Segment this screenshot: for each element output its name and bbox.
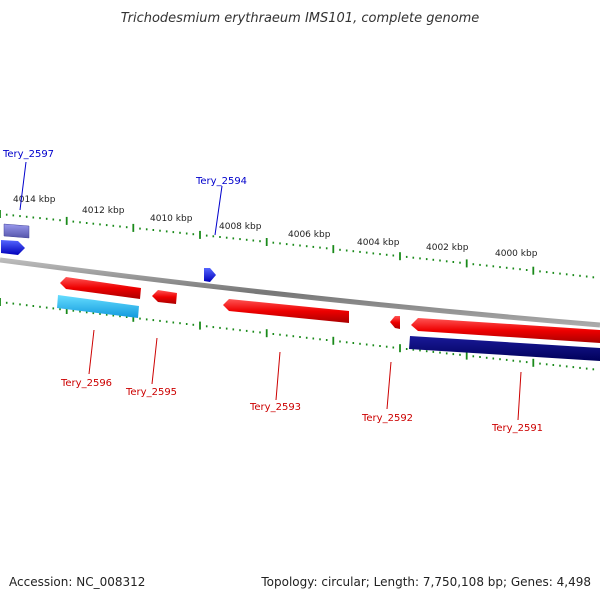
scale-label-4008: 4008 kbp <box>219 222 262 232</box>
gene-label-tery-2596[interactable]: Tery_2596 <box>60 378 112 389</box>
inner-scale-track <box>0 298 595 371</box>
gene-label-tery-2594[interactable]: Tery_2594 <box>195 176 247 187</box>
gene-tery-2592-feature[interactable] <box>390 316 400 329</box>
scale-label-4002: 4002 kbp <box>426 243 469 253</box>
gene-tery-2591-feature[interactable] <box>411 318 600 343</box>
scale-label-4012: 4012 kbp <box>82 206 125 216</box>
gene-tery-2594-feature[interactable] <box>204 268 216 282</box>
gene-forward-arrow-left[interactable] <box>1 240 25 255</box>
scale-label-4010: 4010 kbp <box>150 214 193 224</box>
genome-summary-text: Topology: circular; Length: 7,750,108 bp… <box>260 575 591 589</box>
label-leader-lines <box>19 161 522 421</box>
accession-text: Accession: NC_008312 <box>9 575 145 589</box>
gene-label-tery-2591[interactable]: Tery_2591 <box>491 423 543 434</box>
gene-tery-2596-feature[interactable] <box>60 277 141 299</box>
cyan-feature[interactable] <box>57 295 139 318</box>
gene-tery-2597-feature[interactable] <box>3 223 30 239</box>
gene-label-tery-2592[interactable]: Tery_2592 <box>361 413 413 424</box>
scale-label-4004: 4004 kbp <box>357 238 400 248</box>
scale-label-4006: 4006 kbp <box>288 230 331 240</box>
gene-label-tery-2595[interactable]: Tery_2595 <box>125 387 177 398</box>
genome-backbone <box>0 257 600 328</box>
scale-label-4000: 4000 kbp <box>495 249 538 259</box>
gene-label-tery-2593[interactable]: Tery_2593 <box>249 402 301 413</box>
gene-label-tery-2597[interactable]: Tery_2597 <box>2 149 54 160</box>
navy-feature[interactable] <box>409 336 600 361</box>
gene-tery-2595-feature[interactable] <box>152 290 177 304</box>
gene-tery-2593-feature[interactable] <box>223 299 349 323</box>
map-title: Trichodesmium erythraeum IMS101, complet… <box>121 11 480 26</box>
scale-label-4014: 4014 kbp <box>13 195 56 205</box>
outer-scale-track <box>0 210 595 279</box>
